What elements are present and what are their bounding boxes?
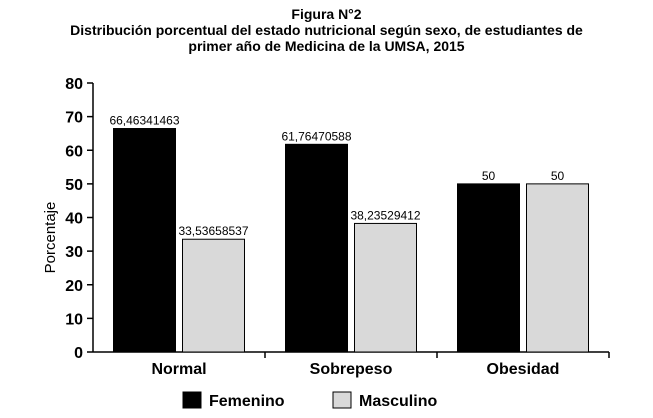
legend-swatch-femenino [182,391,202,409]
y-axis-label: Porcentaje [42,202,59,274]
data-label-masculino-sobrepeso: 38,23529412 [350,208,420,222]
y-tick-label: 60 [65,143,83,160]
figure-label: Figura N°2 [291,6,362,22]
data-label-masculino-obesidad: 50 [551,169,565,183]
bar-femenino-normal [113,128,176,353]
legend-swatch-masculino [332,391,352,409]
bar-masculino-sobrepeso [354,222,417,353]
y-tick-label: 30 [65,244,83,261]
bar-femenino-obesidad [457,183,520,353]
x-category-label: Normal [151,361,206,378]
y-tick-label: 10 [65,311,83,328]
legend-label-femenino: Femenino [209,393,285,410]
y-tick-label: 70 [65,110,83,127]
y-tick-label: 0 [74,345,83,362]
y-tick-label: 40 [65,211,83,228]
data-label-femenino-obesidad: 50 [482,169,496,183]
legend-label-masculino: Masculino [359,393,437,410]
x-category-label: Sobrepeso [310,361,393,378]
bar-masculino-obesidad [526,183,589,353]
data-label-femenino-sobrepeso: 61,76470588 [281,129,351,143]
data-label-femenino-normal: 66,46341463 [109,114,179,128]
y-tick-label: 20 [65,278,83,295]
y-tick-label: 50 [65,177,83,194]
chart-title-block: Figura N°2 Distribución porcentual del e… [0,6,653,54]
bar-masculino-normal [182,238,245,353]
y-tick-label: 80 [65,76,83,93]
chart-title-line-2: primer año de Medicina de la UMSA, 2015 [188,38,465,54]
x-category-label: Obesidad [487,361,560,378]
data-label-masculino-normal: 33,53658537 [178,224,248,238]
bar-femenino-sobrepeso [285,143,348,353]
chart-title-line-1: Distribución porcentual del estado nutri… [70,22,583,38]
